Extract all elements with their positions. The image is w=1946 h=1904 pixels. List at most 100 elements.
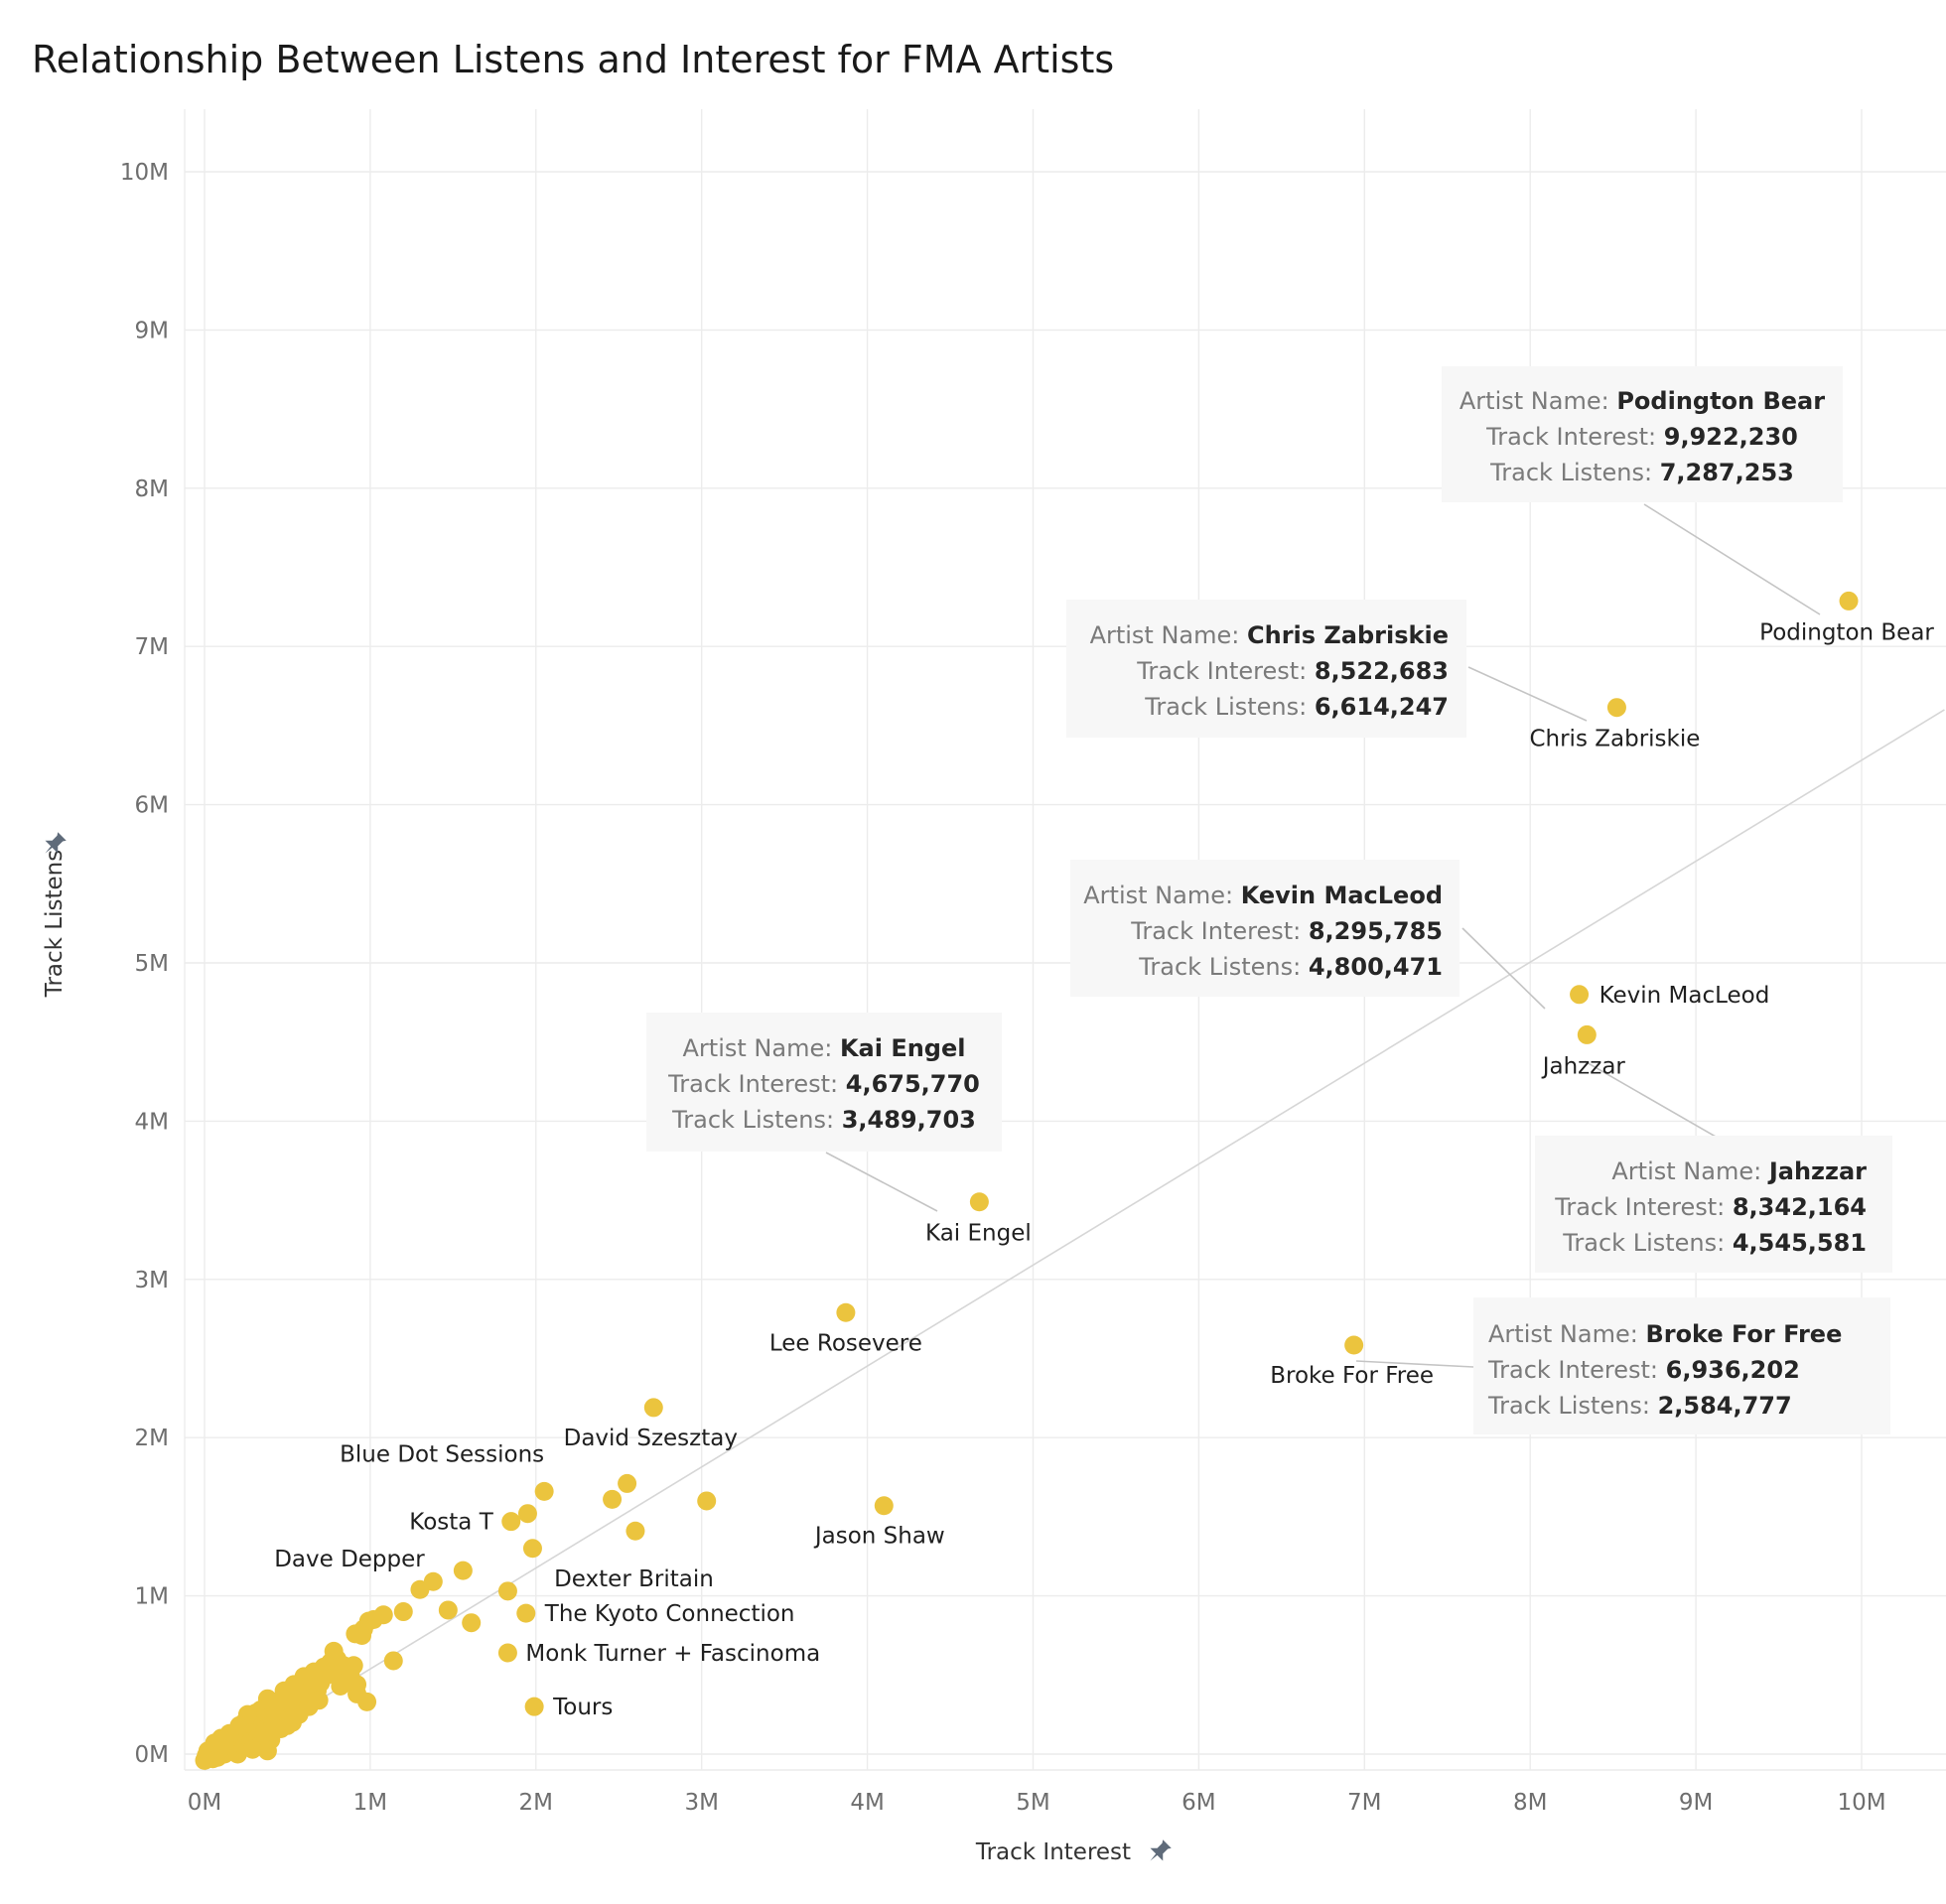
tooltip-box xyxy=(1070,860,1460,997)
data-point-blue-dot-sessions[interactable] xyxy=(534,1481,554,1501)
tooltip-row: Track Interest: 8,522,683 xyxy=(1136,657,1449,685)
tooltip-row: Artist Name: Jahzzar xyxy=(1611,1157,1867,1185)
y-tick-label: 1M xyxy=(135,1584,169,1610)
x-tick-label: 2M xyxy=(519,1790,553,1816)
tooltip-jahzzar: Artist Name: Jahzzar Track Interest: 8,34… xyxy=(1535,1136,1892,1273)
tooltip-box xyxy=(1473,1297,1890,1434)
data-point[interactable] xyxy=(497,1581,517,1601)
point-label: Monk Turner + Fascinoma xyxy=(525,1641,820,1667)
data-point-dave-depper[interactable] xyxy=(410,1579,430,1599)
y-tick-label: 2M xyxy=(135,1426,169,1451)
tooltip-row: Track Interest: 9,922,230 xyxy=(1485,423,1798,451)
y-tick-label: 7M xyxy=(135,634,169,660)
data-point[interactable] xyxy=(309,1691,329,1710)
data-point-kai-engel[interactable] xyxy=(969,1192,989,1212)
y-tick-label: 5M xyxy=(135,951,169,977)
x-tick-label: 6M xyxy=(1182,1790,1215,1816)
data-point-podington-bear[interactable] xyxy=(1839,591,1859,611)
data-point[interactable] xyxy=(603,1489,623,1509)
point-label: Dexter Britain xyxy=(554,1566,714,1592)
tooltip-chris-zabriskie: Artist Name: Chris Zabriskie Track Intere… xyxy=(1066,600,1466,738)
data-point[interactable] xyxy=(289,1683,309,1702)
point-label: Podington Bear xyxy=(1759,619,1934,645)
x-tick-label: 0M xyxy=(188,1790,221,1816)
point-label: The Kyoto Connection xyxy=(544,1601,795,1627)
data-point[interactable] xyxy=(438,1600,458,1620)
data-point[interactable] xyxy=(697,1491,717,1511)
data-point[interactable] xyxy=(453,1561,473,1580)
y-axis-ticks: 0M 1M 2M 3M 4M 5M 6M 7M 8M 9M 10M xyxy=(120,160,169,1768)
tooltips: Artist Name: Podington Bear Track Interes… xyxy=(646,366,1892,1434)
x-tick-label: 4M xyxy=(850,1790,884,1816)
tooltip-broke-for-free: Artist Name: Broke For Free Track Interes… xyxy=(1473,1297,1890,1434)
data-point-jason-shaw[interactable] xyxy=(874,1496,894,1516)
point-label: Kevin MacLeod xyxy=(1599,983,1770,1009)
point-label: David Szesztay xyxy=(564,1426,738,1451)
x-axis-title[interactable]: Track Interest xyxy=(975,1839,1131,1865)
y-tick-label: 8M xyxy=(135,476,169,502)
x-axis-pin-icon[interactable] xyxy=(1144,1837,1174,1867)
data-point-jahzzar[interactable] xyxy=(1577,1024,1597,1044)
data-point-broke-for-free[interactable] xyxy=(1344,1335,1364,1355)
data-point[interactable] xyxy=(462,1613,482,1633)
data-point-tours[interactable] xyxy=(524,1697,544,1716)
tooltip-leader-line xyxy=(1355,1360,1474,1368)
tooltip-kai-engel: Artist Name: Kai Engel Track Interest: 4,… xyxy=(646,1013,1002,1152)
tooltip-row: Track Interest: 6,936,202 xyxy=(1487,1356,1800,1384)
chart-title: Relationship Between Listens and Interes… xyxy=(32,38,1115,81)
x-tick-label: 10M xyxy=(1837,1790,1885,1816)
tooltip-row: Track Listens: 4,800,471 xyxy=(1138,953,1443,981)
y-tick-label: 0M xyxy=(135,1742,169,1768)
point-label: Blue Dot Sessions xyxy=(340,1441,544,1467)
point-label: Lee Rosevere xyxy=(769,1330,922,1356)
tooltip-box xyxy=(1442,366,1843,502)
y-axis-pin-icon[interactable] xyxy=(39,830,69,860)
tooltip-row: Track Listens: 4,545,581 xyxy=(1562,1229,1867,1257)
trend-line-layer xyxy=(204,709,1945,1771)
point-labels: Podington Bear Chris Zabriskie Kevin MacLe… xyxy=(274,619,1934,1720)
tooltip-row: Track Listens: 6,614,247 xyxy=(1144,693,1449,721)
data-point[interactable] xyxy=(205,1733,224,1753)
tooltip-podington-bear: Artist Name: Podington Bear Track Interes… xyxy=(1442,366,1843,502)
tooltip-row: Track Listens: 7,287,253 xyxy=(1489,459,1794,486)
point-label: Broke For Free xyxy=(1270,1363,1434,1389)
data-point-dexter-britain[interactable] xyxy=(522,1539,542,1559)
y-tick-label: 3M xyxy=(135,1268,169,1293)
point-label: Tours xyxy=(552,1695,613,1720)
data-points[interactable] xyxy=(195,591,1859,1770)
data-point[interactable] xyxy=(626,1521,645,1541)
data-point-david-szesztay[interactable] xyxy=(643,1398,663,1418)
x-tick-label: 5M xyxy=(1016,1790,1049,1816)
leader-lines xyxy=(825,503,1821,1368)
tooltip-row: Artist Name: Kai Engel xyxy=(683,1034,966,1062)
data-point[interactable] xyxy=(618,1473,637,1493)
data-point[interactable] xyxy=(383,1651,403,1671)
data-point[interactable] xyxy=(346,1624,365,1644)
data-point-kevin-macleod[interactable] xyxy=(1570,985,1590,1005)
tooltip-leader-line xyxy=(1461,927,1546,1010)
data-point-lee-rosevere[interactable] xyxy=(836,1302,856,1322)
point-label: Jahzzar xyxy=(1541,1053,1626,1079)
data-point-the-kyoto-connection[interactable] xyxy=(516,1603,536,1623)
x-tick-label: 1M xyxy=(353,1790,387,1816)
data-point-kosta-t[interactable] xyxy=(501,1512,521,1532)
data-point[interactable] xyxy=(357,1692,377,1711)
tooltip-row: Artist Name: Podington Bear xyxy=(1460,387,1825,415)
data-point[interactable] xyxy=(242,1739,262,1759)
trend-line xyxy=(204,709,1945,1771)
data-point[interactable] xyxy=(517,1504,537,1524)
y-tick-label: 6M xyxy=(135,793,169,819)
y-tick-label: 9M xyxy=(135,318,169,343)
tooltip-leader-line xyxy=(1643,503,1821,615)
tooltip-row: Track Listens: 2,584,777 xyxy=(1487,1392,1792,1420)
y-tick-label: 10M xyxy=(120,160,169,186)
point-label: Jason Shaw xyxy=(813,1524,945,1550)
data-point-monk-turner-fascinoma[interactable] xyxy=(497,1643,517,1663)
data-point[interactable] xyxy=(341,1665,360,1685)
data-point-chris-zabriskie[interactable] xyxy=(1606,698,1626,718)
point-label: Kai Engel xyxy=(925,1221,1032,1247)
data-point[interactable] xyxy=(393,1602,413,1622)
data-point[interactable] xyxy=(328,1649,348,1669)
tooltip-row: Artist Name: Broke For Free xyxy=(1488,1320,1842,1348)
y-axis-title[interactable]: Track Listens xyxy=(42,850,68,998)
